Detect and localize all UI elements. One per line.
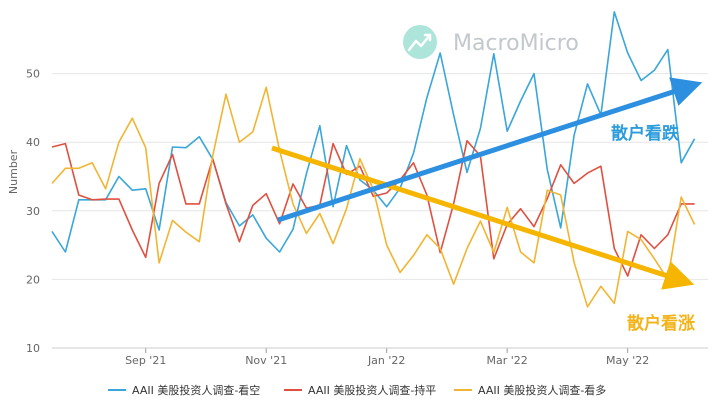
x-tick-label: Nov '21 bbox=[245, 354, 287, 367]
trend-arrow-up-blue bbox=[277, 77, 703, 223]
series-lines bbox=[51, 11, 696, 308]
y-tick-label: 20 bbox=[26, 273, 40, 286]
y-tick-label: 30 bbox=[26, 205, 40, 218]
y-tick-label: 50 bbox=[26, 68, 40, 81]
logo-mark-icon bbox=[403, 25, 437, 59]
annotation-bullish: 散户看涨 bbox=[627, 313, 695, 334]
legend: AAII 美股投资人调查-看空 AAII 美股投资人调查-持平 AAII 美股投资人… bbox=[108, 383, 606, 397]
legend-label: AAII 美股投资人调查-持平 bbox=[308, 383, 436, 397]
logo-chart-icon bbox=[407, 33, 432, 52]
trend-arrow-down-yellow bbox=[271, 145, 695, 290]
x-axis-ticks: Sep '21 Nov '21 Jan '22 Mar '22 May '22 bbox=[52, 347, 708, 367]
legend-label: AAII 美股投资人调查-看空 bbox=[132, 383, 260, 397]
x-tick-label: Jan '22 bbox=[367, 354, 405, 367]
legend-label: AAII 美股投资人调查-看多 bbox=[478, 383, 606, 397]
y-axis-ticks: 10 20 30 40 50 bbox=[26, 68, 40, 355]
annotation-bearish: 散户看跌 bbox=[611, 123, 680, 144]
series-line-0 bbox=[51, 11, 696, 253]
x-tick-label: Sep '21 bbox=[125, 354, 166, 367]
x-tick-label: Mar '22 bbox=[487, 354, 528, 367]
series-line-1 bbox=[51, 140, 695, 277]
watermark-logo: MacroMicro bbox=[403, 25, 579, 59]
logo-arrow-icon bbox=[423, 33, 432, 42]
trend-arrows bbox=[271, 77, 703, 290]
y-tick-label: 40 bbox=[26, 136, 40, 149]
y-tick-label: 10 bbox=[26, 342, 40, 355]
y-axis-title: Number bbox=[7, 149, 20, 194]
x-tick-label: May '22 bbox=[606, 354, 649, 367]
logo-text: MacroMicro bbox=[453, 31, 579, 56]
